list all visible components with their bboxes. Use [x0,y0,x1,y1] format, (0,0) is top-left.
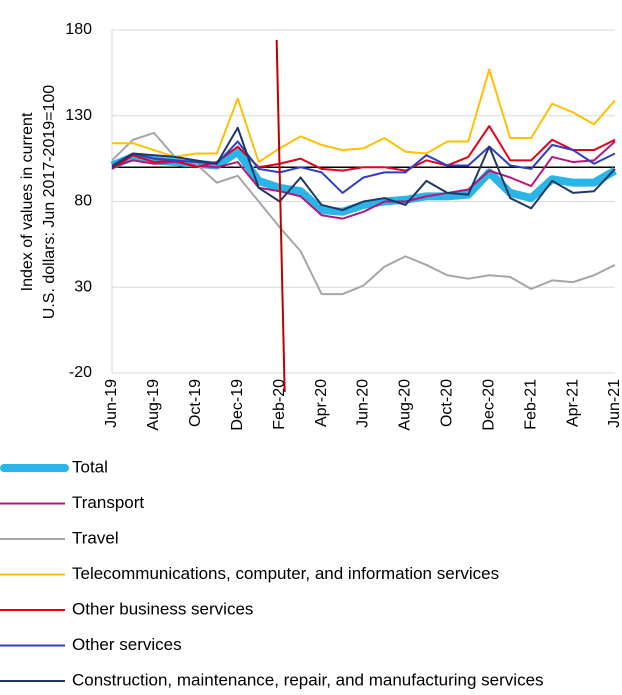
series-line [111,131,616,296]
legend-label: Telecommunications, computer, and inform… [72,564,499,583]
series-line [112,68,616,164]
series-line [111,125,616,172]
x-tick-label: Aug-19 [145,379,162,431]
y-axis-title: U.S. dollars: Jun 2017-2019=100 [41,85,58,319]
x-tick-label: Jun-21 [606,379,622,428]
x-tick-label: Apr-21 [564,379,581,427]
x-tick-label: Oct-20 [439,379,456,427]
legend-label: Other business services [72,599,253,618]
legend-label: Construction, maintenance, repair, and m… [72,670,544,689]
y-tick-label: 180 [65,21,92,38]
x-tick-label: Apr-20 [313,379,330,427]
y-axis-title: Index of values in current [19,112,36,291]
x-tick-label: Dec-19 [229,379,246,431]
y-tick-label: 30 [74,278,92,295]
x-tick-label: Oct-19 [187,379,204,427]
x-tick-label: Dec-20 [480,379,497,431]
x-tick-label: Aug-20 [397,379,414,431]
legend-label: Travel [72,528,119,547]
y-tick-label: -20 [69,364,92,381]
series-line [111,140,616,194]
series-line [111,126,616,212]
series-line [111,140,616,220]
legend-label: Total [72,457,108,476]
y-tick-label: 130 [65,107,92,124]
legend-label: Transport [72,493,144,512]
x-tick-label: Jun-20 [355,379,372,428]
legend-label: Other services [72,635,182,654]
x-tick-label: Feb-21 [522,379,539,430]
x-tick-label: Feb-20 [271,379,288,430]
y-tick-label: 80 [74,193,92,210]
x-tick-label: Jun-19 [103,379,120,428]
reference-line [275,39,286,393]
